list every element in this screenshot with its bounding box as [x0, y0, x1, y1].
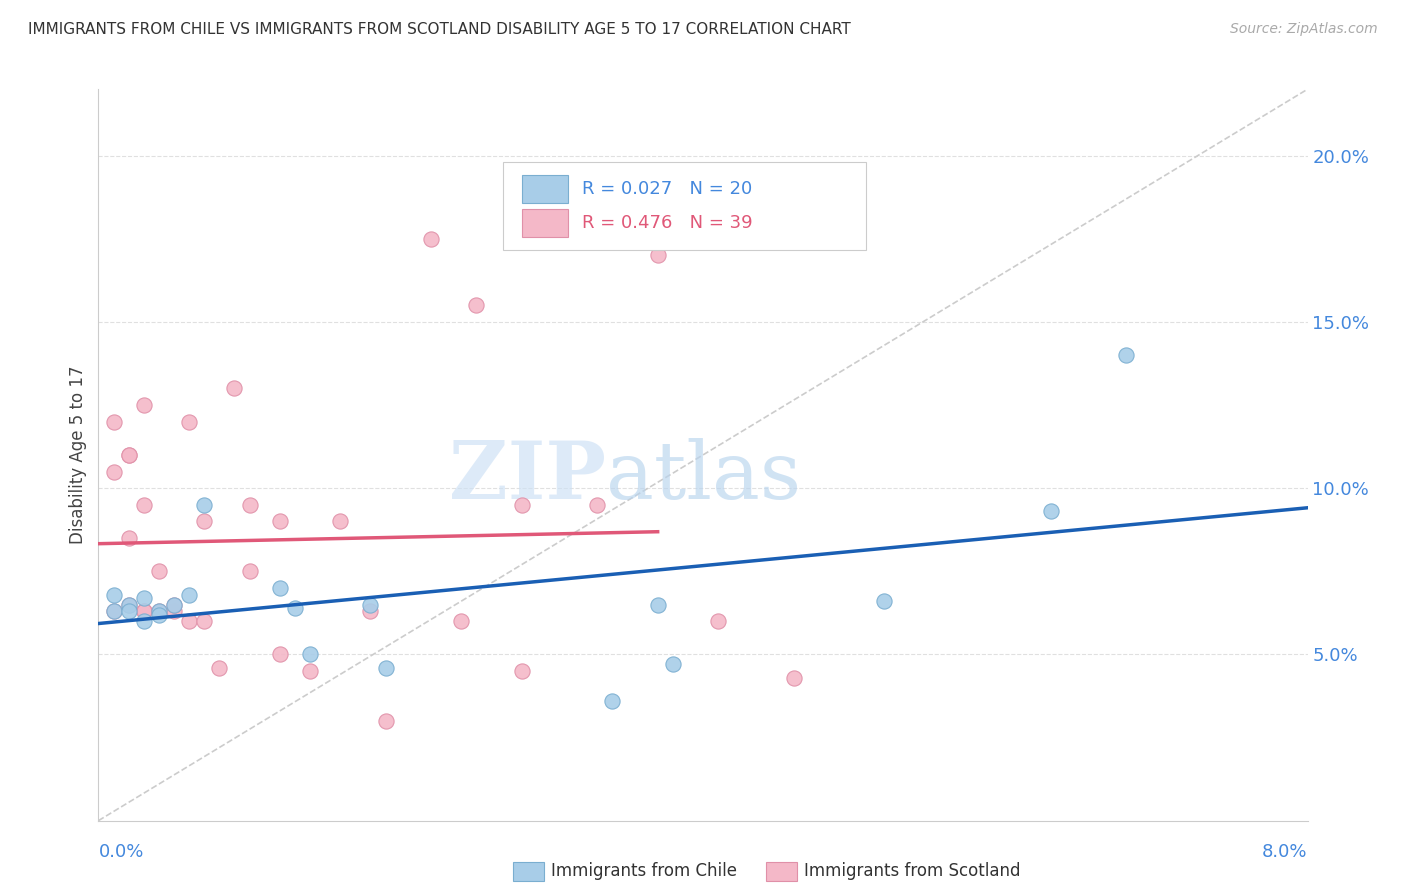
- Point: [179, 614, 201, 628]
- Point: [118, 531, 141, 545]
- Point: [374, 661, 396, 675]
- FancyBboxPatch shape: [522, 209, 568, 237]
- Y-axis label: Disability Age 5 to 17: Disability Age 5 to 17: [69, 366, 87, 544]
- Point: [269, 515, 291, 529]
- Point: [510, 664, 533, 678]
- Text: atlas: atlas: [606, 438, 801, 516]
- Point: [132, 604, 155, 618]
- Point: [118, 604, 141, 618]
- Point: [239, 564, 262, 578]
- Point: [420, 232, 443, 246]
- Point: [269, 581, 291, 595]
- Text: 0.0%: 0.0%: [98, 843, 143, 861]
- FancyBboxPatch shape: [503, 162, 866, 250]
- Text: Immigrants from Chile: Immigrants from Chile: [551, 863, 737, 880]
- Point: [132, 498, 155, 512]
- Point: [103, 604, 125, 618]
- Point: [163, 598, 186, 612]
- Point: [148, 564, 170, 578]
- Point: [118, 448, 141, 462]
- Point: [360, 598, 382, 612]
- Point: [179, 588, 201, 602]
- Point: [179, 415, 201, 429]
- Point: [208, 661, 231, 675]
- Text: Source: ZipAtlas.com: Source: ZipAtlas.com: [1230, 22, 1378, 37]
- Point: [132, 604, 155, 618]
- Point: [193, 498, 215, 512]
- Point: [118, 448, 141, 462]
- Text: Immigrants from Scotland: Immigrants from Scotland: [804, 863, 1021, 880]
- Text: ZIP: ZIP: [450, 438, 606, 516]
- Point: [103, 588, 125, 602]
- Point: [193, 614, 215, 628]
- Point: [1039, 504, 1062, 518]
- Point: [647, 598, 669, 612]
- Point: [329, 515, 352, 529]
- Point: [1115, 348, 1137, 362]
- Point: [103, 465, 125, 479]
- Point: [284, 600, 307, 615]
- Text: 8.0%: 8.0%: [1263, 843, 1308, 861]
- Point: [148, 604, 170, 618]
- Point: [299, 664, 322, 678]
- Point: [239, 498, 262, 512]
- Point: [148, 607, 170, 622]
- Point: [148, 604, 170, 618]
- Point: [224, 381, 246, 395]
- Point: [450, 614, 472, 628]
- Point: [132, 398, 155, 412]
- Point: [163, 604, 186, 618]
- Point: [707, 614, 730, 628]
- Point: [299, 648, 322, 662]
- FancyBboxPatch shape: [522, 175, 568, 202]
- Text: IMMIGRANTS FROM CHILE VS IMMIGRANTS FROM SCOTLAND DISABILITY AGE 5 TO 17 CORRELA: IMMIGRANTS FROM CHILE VS IMMIGRANTS FROM…: [28, 22, 851, 37]
- Point: [374, 714, 396, 728]
- Text: R = 0.476   N = 39: R = 0.476 N = 39: [582, 214, 752, 232]
- Text: R = 0.027   N = 20: R = 0.027 N = 20: [582, 179, 752, 198]
- Point: [132, 591, 155, 605]
- Point: [118, 598, 141, 612]
- Point: [647, 248, 669, 262]
- Point: [873, 594, 896, 608]
- Point: [602, 694, 624, 708]
- Point: [193, 515, 215, 529]
- Point: [662, 657, 685, 672]
- Point: [510, 498, 533, 512]
- Point: [586, 498, 609, 512]
- Point: [103, 415, 125, 429]
- Point: [360, 604, 382, 618]
- Point: [103, 604, 125, 618]
- Point: [163, 598, 186, 612]
- Point: [465, 298, 488, 312]
- Point: [118, 598, 141, 612]
- Point: [269, 648, 291, 662]
- Point: [132, 614, 155, 628]
- Point: [783, 671, 806, 685]
